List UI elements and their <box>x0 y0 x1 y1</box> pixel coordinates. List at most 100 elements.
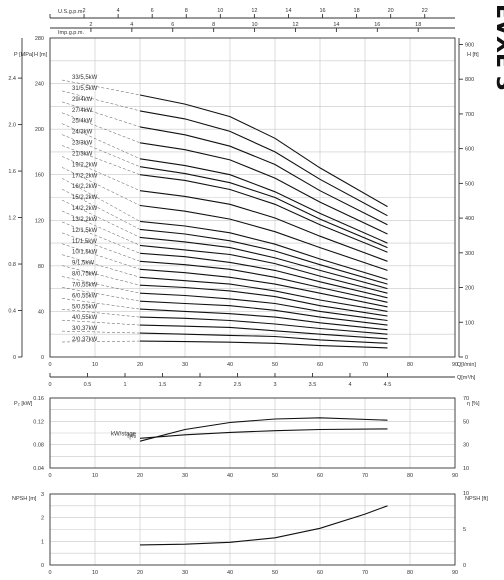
x2-tick-label: 4.5 <box>384 382 392 388</box>
curve-leader-line <box>61 340 141 343</box>
imp-gpm-tick-label: 12 <box>292 22 298 28</box>
curve-label: 33/5,5kW <box>72 75 98 81</box>
curve-label: 16/2,2kW <box>72 184 98 190</box>
npsh-tick-label: 0 <box>41 563 44 569</box>
performance-curve <box>139 190 388 262</box>
x-tick-label: 90 <box>452 570 458 576</box>
p-tick-label: 1.2 <box>8 216 16 222</box>
performance-curve <box>139 174 388 253</box>
x-tick-label: 50 <box>272 570 278 576</box>
curve-leader-line <box>61 298 141 310</box>
performance-curve <box>139 158 388 244</box>
npsh-tick-label: 1 <box>41 539 44 545</box>
series-label: η% <box>127 434 136 440</box>
imp-gpm-label: Imp.g.p.m. <box>58 30 84 36</box>
imp-gpm-tick-label: 8 <box>212 22 215 28</box>
curve-leader-line <box>61 79 141 96</box>
x-tick-label: 20 <box>137 473 143 479</box>
p-axis-label: P [MPa] <box>14 52 34 58</box>
performance-curve <box>139 324 388 340</box>
ft-tick-label: 700 <box>465 112 474 118</box>
curve-label: 19/2,2kW <box>72 162 98 168</box>
curve-label: 12/1,5kW <box>72 228 98 234</box>
curve-leader-line <box>61 265 141 286</box>
curve-label: 5/0,55kW <box>72 304 98 310</box>
x-tick-label: 0 <box>48 362 51 368</box>
performance-curve <box>139 166 388 249</box>
imp-gpm-tick-label: 6 <box>171 22 174 28</box>
p2-tick-label: 0.16 <box>33 396 44 402</box>
curve-leader-line <box>61 134 141 167</box>
curve-leader-line <box>61 112 141 144</box>
x2-tick-label: 0 <box>48 382 51 388</box>
imp-gpm-tick-label: 2 <box>89 22 92 28</box>
eta-axis-label: η [%] <box>467 401 480 407</box>
y-tick-label: 240 <box>35 82 44 88</box>
us-gpm-tick-label: 20 <box>388 8 394 14</box>
curve-label: 27/4kW <box>72 108 93 114</box>
p-tick-label: 2.4 <box>8 76 16 82</box>
x2-axis-label: Q[m³/h] <box>457 375 476 381</box>
x2-tick-label: 3.5 <box>309 382 317 388</box>
x-tick-label: 80 <box>407 362 413 368</box>
x-tick-label: 70 <box>362 570 368 576</box>
performance-curve <box>139 268 388 308</box>
top-flow-scales: U.S.g.p.m.Imp.g.p.m.2 4 6 8 10 12 14 16 18 20 222 4… <box>49 8 455 36</box>
curve-label: 6/0,55kW <box>72 293 98 299</box>
x2-tick-label: 2.5 <box>234 382 242 388</box>
p-tick-label: 0.4 <box>8 309 16 315</box>
npsh-ft-tick-label: 0 <box>463 563 466 569</box>
y-axis-label: H [m] <box>34 52 48 58</box>
y-tick-label: 200 <box>35 127 44 133</box>
imp-gpm-tick-label: 10 <box>252 22 258 28</box>
head-plot-frame <box>49 37 456 358</box>
curve-label: 23/3kW <box>72 141 93 147</box>
performance-curve <box>139 300 388 326</box>
x-tick-label: 10 <box>92 570 98 576</box>
curve-leader-line <box>61 330 141 334</box>
p2-tick-label: 0.12 <box>33 419 44 425</box>
performance-curve <box>139 316 388 335</box>
performance-curve <box>139 94 388 208</box>
x-tick-label: 60 <box>317 570 323 576</box>
npsh-axis-label: NPSH [m] <box>12 496 37 502</box>
curve-leader-line <box>61 232 141 262</box>
x2-tick-label: 1.5 <box>159 382 167 388</box>
performance-curve <box>139 332 388 344</box>
curve-leader-line <box>61 287 141 302</box>
y-tick-label: 40 <box>38 309 44 315</box>
ft-tick-label: 500 <box>465 181 474 187</box>
y-tick-label: 280 <box>35 36 44 42</box>
curve-label: 7/0,55kW <box>72 282 98 288</box>
curve-leader-line <box>61 309 141 318</box>
curve-label: 11/1,5kW <box>72 239 97 245</box>
eta-tick-label: 10 <box>463 466 469 472</box>
performance-curve <box>139 220 388 281</box>
x-tick-label: 0 <box>48 570 51 576</box>
series-label: kW/stage <box>111 431 137 437</box>
npsh-plot-frame <box>49 493 456 566</box>
x-tick-label: 40 <box>227 570 233 576</box>
x-axis-label: Q[l/min] <box>457 362 476 368</box>
performance-curve <box>139 276 388 312</box>
performance-curve <box>139 340 388 349</box>
curve-label: 13/2,2kW <box>72 217 98 223</box>
us-gpm-tick-label: 22 <box>422 8 428 14</box>
y-tick-label: 0 <box>41 355 44 361</box>
p2-tick-label: 0.04 <box>33 466 44 472</box>
performance-curve <box>139 260 388 303</box>
curve-label: 2/0,37kW <box>72 337 98 343</box>
imp-gpm-tick-label: 4 <box>130 22 133 28</box>
x-tick-label: 20 <box>137 570 143 576</box>
performance-curve <box>139 284 388 317</box>
x-tick-label: 50 <box>272 473 278 479</box>
performance-curve <box>139 228 388 285</box>
curve-leader-line <box>61 243 141 270</box>
x2-tick-label: 2 <box>198 382 201 388</box>
us-gpm-tick-label: 18 <box>354 8 360 14</box>
p2-axis-label: P₂ [kW] <box>14 401 33 407</box>
curve-leader-line <box>61 254 141 278</box>
x2-tick-label: 0.5 <box>84 382 92 388</box>
us-gpm-tick-label: 8 <box>185 8 188 14</box>
